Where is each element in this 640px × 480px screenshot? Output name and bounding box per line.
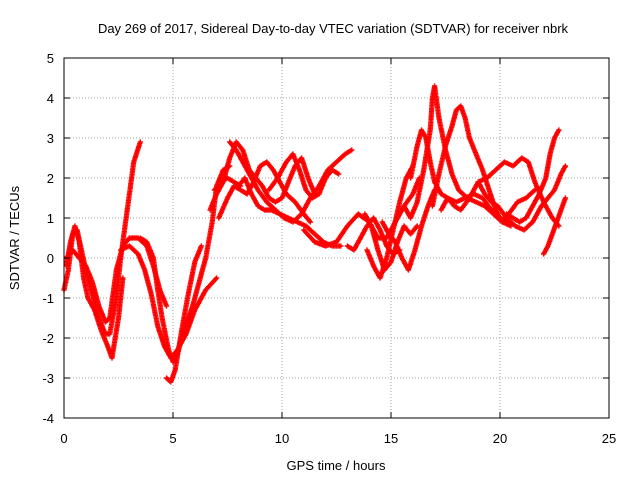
- y-tick-label: 2: [47, 171, 54, 186]
- series-arc-06: [163, 243, 204, 385]
- data-point: [307, 219, 313, 225]
- data-point: [562, 195, 568, 201]
- plot-frame: [63, 57, 610, 419]
- chart-title: Day 269 of 2017, Sidereal Day-to-day VTE…: [98, 21, 569, 36]
- x-tick-label: 5: [169, 431, 176, 446]
- series-arc-18: [429, 103, 538, 225]
- y-tick-label: 1: [47, 211, 54, 226]
- data-point: [214, 275, 220, 281]
- data-point: [414, 223, 420, 229]
- series-arc-10: [227, 139, 355, 225]
- series-arc-14: [364, 163, 416, 281]
- y-tick-label: 5: [47, 51, 54, 66]
- data-point: [163, 303, 170, 309]
- data-marks: [61, 83, 568, 385]
- data-point: [556, 127, 562, 133]
- axis-ticks: 0 5 10 15 20 25 -4 -3 -2 -1 0 1 2 3 4 5: [42, 51, 616, 446]
- y-tick-label: -1: [42, 291, 54, 306]
- x-tick-label: 0: [60, 431, 67, 446]
- y-tick-label: -2: [42, 331, 54, 346]
- y-tick-label: 4: [47, 91, 54, 106]
- series-arc-22: [541, 195, 568, 257]
- data-point: [397, 247, 403, 253]
- y-tick-label: -4: [42, 411, 54, 426]
- series-arc-23: [344, 215, 403, 257]
- series-arc-11: [266, 151, 342, 201]
- data-point: [562, 163, 568, 169]
- data-point: [336, 171, 342, 177]
- series-arc-19: [438, 155, 562, 229]
- series-arc-24: [211, 175, 244, 193]
- series-arc-09: [235, 175, 344, 249]
- x-axis-label: GPS time / hours: [287, 458, 386, 473]
- series-arc-20: [475, 163, 568, 233]
- x-tick-label: 15: [384, 431, 398, 446]
- x-tick-label: 20: [493, 431, 507, 446]
- y-tick-label: 3: [47, 131, 54, 146]
- series-arc-21: [503, 127, 562, 225]
- data-point: [338, 243, 344, 249]
- data-point: [137, 139, 143, 145]
- y-tick-label: -3: [42, 371, 54, 386]
- data-point: [120, 275, 126, 281]
- y-tick-label: 0: [47, 251, 54, 266]
- data-point: [349, 147, 355, 153]
- data-point: [198, 243, 204, 249]
- x-tick-label: 25: [602, 431, 616, 446]
- data-point: [237, 183, 244, 189]
- y-axis-label: SDTVAR / TECUs: [7, 185, 22, 290]
- x-tick-label: 10: [275, 431, 289, 446]
